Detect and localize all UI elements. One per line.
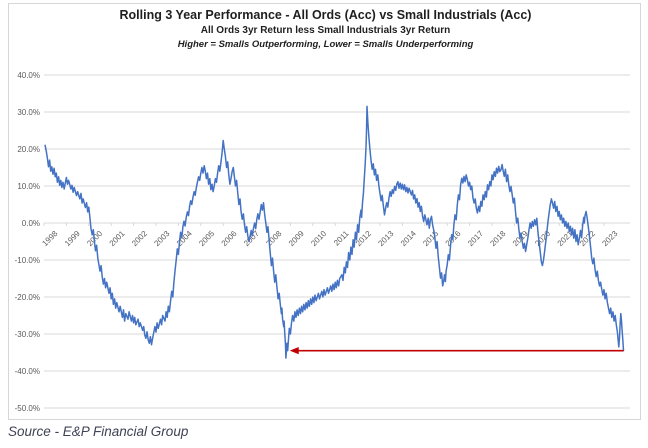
x-axis-year-label: 2017 (466, 229, 485, 248)
y-axis-tick-label: -20.0% (15, 293, 40, 302)
x-axis-year-label: 2020 (533, 229, 552, 248)
x-axis-year-label: 2001 (108, 229, 127, 248)
x-axis-year-label: 2004 (175, 229, 194, 248)
performance-line (44, 105, 625, 359)
chart-tagline: Higher = Smalls Outperforming, Lower = S… (177, 39, 474, 50)
x-axis-year-label: 2011 (332, 229, 351, 248)
gfc-low-arrow-head (289, 347, 299, 355)
y-axis-tick-label: -40.0% (15, 367, 40, 376)
x-axis-year-label: 2009 (287, 229, 306, 248)
chart-subtitle: All Ords 3yr Return less Small Industria… (200, 25, 451, 36)
x-axis-year-label: 1998 (40, 229, 59, 248)
y-axis-tick-label: 0.0% (22, 219, 40, 228)
y-axis-tick-label: 10.0% (17, 182, 40, 191)
x-axis-year-label: 2003 (152, 229, 171, 248)
x-axis-year-label: 2002 (130, 229, 149, 248)
x-axis-year-label: 2005 (197, 229, 216, 248)
x-axis-year-label: 2014 (399, 229, 418, 248)
x-axis-year-label: 2018 (488, 229, 507, 248)
chart-title-block: Rolling 3 Year Performance - All Ords (A… (8, 8, 643, 50)
chart-title: Rolling 3 Year Performance - All Ords (A… (119, 8, 532, 22)
x-axis-year-label: 2010 (309, 229, 328, 248)
y-axis-tick-label: -10.0% (15, 256, 40, 265)
x-axis-year-label: 1999 (63, 229, 82, 248)
y-axis-tick-label: 40.0% (17, 71, 40, 80)
source-note: Source - E&P Financial Group (8, 424, 189, 439)
y-axis-tick-label: 30.0% (17, 108, 40, 117)
x-axis-year-label: 2006 (220, 229, 239, 248)
y-axis-tick-label: -50.0% (15, 404, 40, 413)
x-axis-year-label: 2023 (600, 229, 619, 248)
y-axis-tick-label: 20.0% (17, 145, 40, 154)
x-axis-year-label: 2013 (376, 229, 395, 248)
y-axis-tick-label: -30.0% (15, 330, 40, 339)
